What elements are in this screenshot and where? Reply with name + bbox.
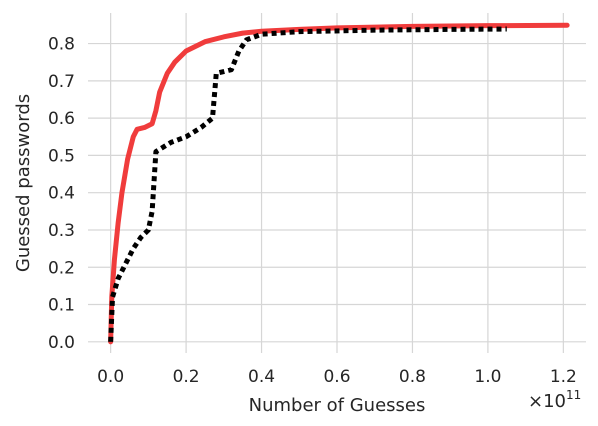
x-tick-label: 0.4 — [248, 367, 275, 387]
y-tick-label: 0.8 — [48, 35, 75, 55]
y-tick-label: 0.2 — [48, 258, 75, 278]
x-tick-label: 0.8 — [399, 367, 426, 387]
x-scale-exponent: 11 — [566, 388, 581, 402]
x-tick-label: 0.2 — [173, 367, 200, 387]
x-tick-labels: 0.0 0.2 0.4 0.6 0.8 1.0 1.2 — [97, 367, 577, 387]
series-line-dotted — [108, 26, 507, 342]
grid — [88, 13, 586, 353]
y-tick-label: 0.7 — [48, 72, 75, 92]
y-tick-labels: 0.0 0.1 0.2 0.3 0.4 0.5 0.6 0.7 0.8 — [48, 35, 75, 353]
y-tick-label: 0.3 — [48, 221, 75, 241]
x-axis-label: Number of Guesses — [249, 395, 426, 416]
x-scale-base: ×10 — [528, 391, 566, 412]
y-tick-label: 0.0 — [48, 333, 75, 353]
series-line-solid — [108, 22, 570, 345]
x-tick-label: 0.0 — [97, 367, 124, 387]
x-scale-label: ×1011 — [528, 388, 581, 412]
series-layer — [108, 22, 570, 345]
y-tick-label: 0.1 — [48, 296, 75, 316]
x-tick-label: 1.2 — [550, 367, 577, 387]
y-tick-label: 0.6 — [48, 109, 75, 129]
x-tick-label: 0.6 — [323, 367, 350, 387]
x-tick-label: 1.0 — [474, 367, 501, 387]
y-tick-label: 0.4 — [48, 184, 75, 204]
y-axis-label: Guessed passwords — [13, 94, 34, 272]
y-tick-label: 0.5 — [48, 146, 75, 166]
